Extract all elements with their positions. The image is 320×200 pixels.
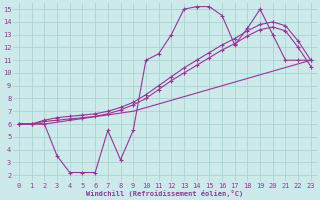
X-axis label: Windchill (Refroidissement éolien,°C): Windchill (Refroidissement éolien,°C): [86, 190, 244, 197]
